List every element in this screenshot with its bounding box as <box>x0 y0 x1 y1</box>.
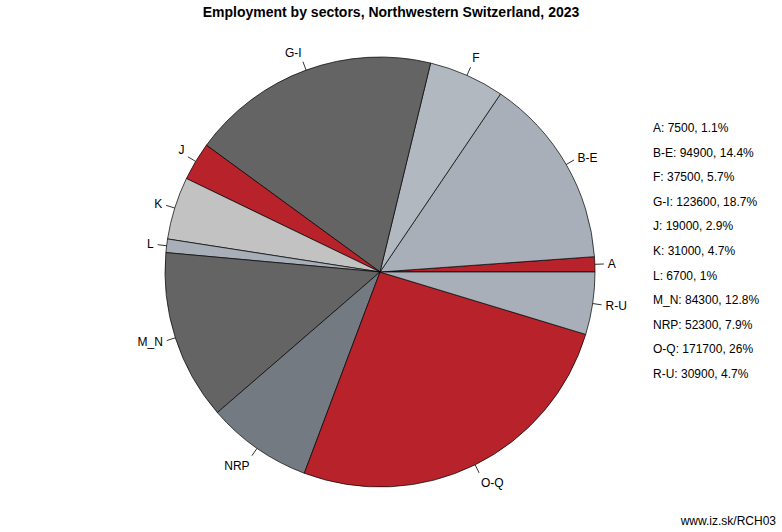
value-label: J: 19000, 2.9% <box>653 219 733 233</box>
legend: A: 7500, 1.1% B-E: 94900, 14.4% F: 37500, … <box>653 121 759 381</box>
slice-label: B-E <box>577 151 597 165</box>
slice-label: F <box>472 51 479 65</box>
slice-label: R-U <box>606 299 627 313</box>
label-tick <box>467 67 471 75</box>
label-tick <box>595 263 604 264</box>
slice-labels: A B-E F G-I J K L M_N NRP O-Q R-U <box>138 46 627 491</box>
slice-label: L <box>147 237 154 251</box>
value-label: O-Q: 171700, 26% <box>653 342 753 356</box>
title: Employment by sectors, Northwestern Swit… <box>203 4 580 20</box>
chart: Employment by sectors, Northwestern Swit… <box>0 0 782 532</box>
value-label: B-E: 94900, 14.4% <box>653 146 754 160</box>
slice-label: G-I <box>285 46 302 60</box>
label-tick <box>566 160 574 165</box>
value-label: F: 37500, 5.7% <box>653 170 735 184</box>
value-label: G-I: 123600, 18.7% <box>653 195 757 209</box>
label-tick <box>475 465 479 473</box>
value-label: L: 6700, 1% <box>653 269 717 283</box>
label-tick <box>303 62 306 70</box>
slice <box>380 272 595 334</box>
value-label: M_N: 84300, 12.8% <box>653 293 759 307</box>
label-tick <box>188 157 196 162</box>
value-label: K: 31000, 4.7% <box>653 244 735 258</box>
label-tick <box>158 245 167 246</box>
source: www.iz.sk/RCH03 <box>680 514 777 528</box>
slice-label: M_N <box>138 335 163 349</box>
slice-label: O-Q <box>481 476 504 490</box>
value-label: A: 7500, 1.1% <box>653 121 729 135</box>
label-tick <box>252 448 257 455</box>
slice-label: K <box>154 197 162 211</box>
value-label: NRP: 52300, 7.9% <box>653 318 753 332</box>
pie <box>165 57 595 487</box>
slice-label: NRP <box>224 459 249 473</box>
value-label: R-U: 30900, 4.7% <box>653 367 749 381</box>
slice-label: J <box>178 143 184 157</box>
slice-label: A <box>608 257 616 271</box>
label-tick <box>167 338 176 341</box>
label-tick <box>166 205 175 208</box>
label-tick <box>593 304 602 305</box>
